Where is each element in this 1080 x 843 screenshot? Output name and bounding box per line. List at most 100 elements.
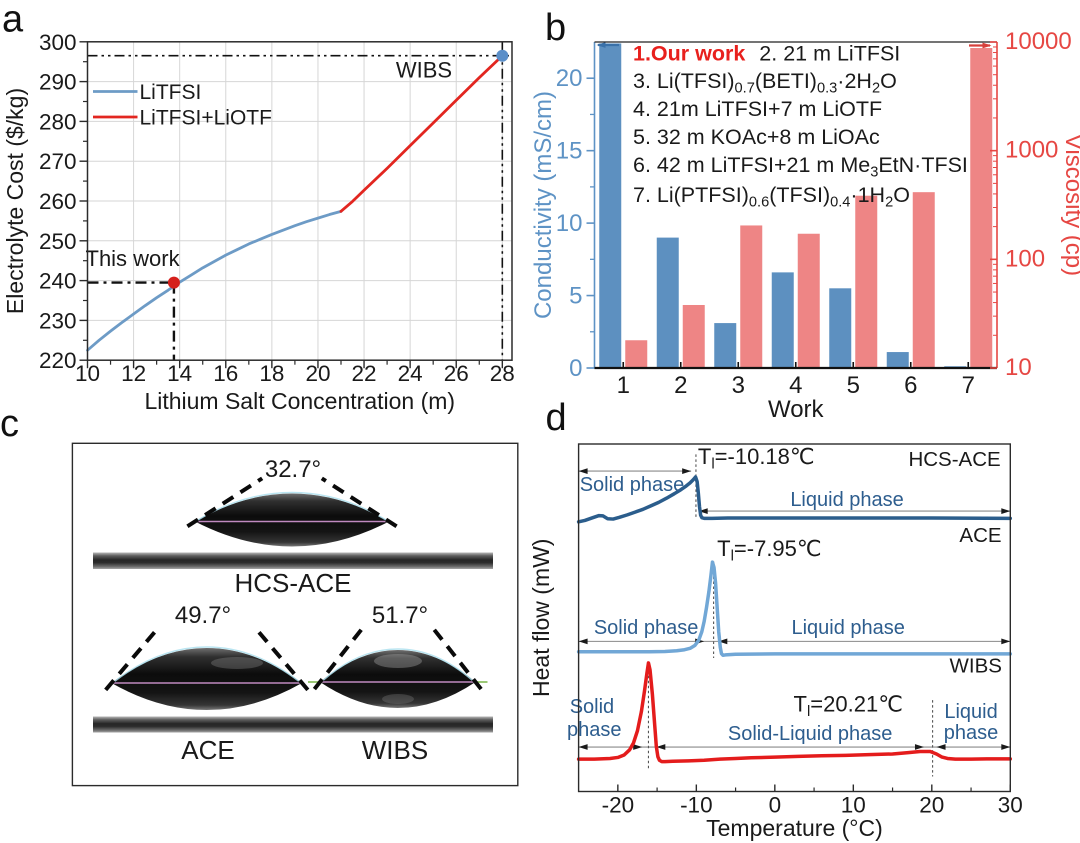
rich-label-segment: =-7.95℃ bbox=[734, 536, 822, 561]
d-series-ACE bbox=[576, 560, 1013, 658]
c-droplet-highlight bbox=[382, 694, 414, 704]
b-x-tick-label: 3 bbox=[732, 372, 745, 399]
a-legend-label-LiTFSI: LiTFSI bbox=[140, 81, 202, 104]
d-x-tick-label: 10 bbox=[841, 793, 866, 818]
rich-label-segment: T bbox=[698, 444, 711, 469]
a-x-tick-label: 24 bbox=[398, 361, 423, 386]
rich-label-segment: l bbox=[711, 456, 714, 473]
b-x-tick-label: 4 bbox=[789, 372, 802, 399]
rich-label-segment: EtN·TFSI bbox=[878, 153, 968, 177]
b-ylabel-left: Conductivity (mS/cm) bbox=[530, 91, 557, 319]
a-x-tick-label: 12 bbox=[121, 361, 146, 386]
b-x-tick-label: 6 bbox=[904, 372, 917, 399]
b-bar-conductivity-5 bbox=[829, 288, 852, 368]
a-x-tick-label: 18 bbox=[259, 361, 284, 386]
d-curve-label-WIBS: WIBS bbox=[950, 655, 1002, 678]
d-x-tick-label: -20 bbox=[602, 793, 635, 818]
d-x-tick-label: 20 bbox=[919, 793, 944, 818]
d-phase-arrow bbox=[914, 744, 924, 750]
d-series-HCS-ACE bbox=[576, 475, 1013, 524]
rich-label-segment: O bbox=[880, 69, 897, 93]
b-bar-conductivity-6 bbox=[886, 352, 909, 368]
b-bar-viscosity-7 bbox=[970, 48, 993, 368]
c-tangent-right-HCS-ACE bbox=[320, 476, 398, 529]
d-phase-text-3: Liquid phase bbox=[791, 617, 904, 639]
d-curve-label-HCS-ACE: HCS-ACE bbox=[908, 448, 1000, 471]
b-offscale-arrowhead-left bbox=[596, 42, 606, 48]
a-y-tick-label: 280 bbox=[39, 109, 77, 134]
d-phase-text-6: Solid-Liquid phase bbox=[728, 723, 893, 745]
a-y-tick-label: 230 bbox=[39, 308, 77, 333]
rich-label-segment: 2. 21 m LiTFSI bbox=[753, 42, 900, 66]
b-bar-conductivity-4 bbox=[771, 272, 794, 368]
c-rod-bottom bbox=[93, 716, 493, 733]
rich-label-segment: (BETI) bbox=[755, 69, 817, 93]
a-x-tick-label: 28 bbox=[490, 361, 515, 386]
rich-label-segment: 7. Li(PTFSI) bbox=[633, 183, 749, 207]
b-bar-conductivity-3 bbox=[714, 323, 737, 368]
c-droplet-ACE bbox=[111, 648, 302, 710]
b-bar-viscosity-6 bbox=[912, 192, 935, 368]
b-legend-line-5: 6. 42 m LiTFSI+21 m Me3EtN·TFSI bbox=[633, 153, 968, 181]
d-x-tick-label: 0 bbox=[769, 793, 782, 818]
b-yleft-tick-label: 10 bbox=[556, 210, 583, 237]
b-ylabel-right: Viscosity (cp) bbox=[1060, 134, 1080, 276]
b-bar-conductivity-1 bbox=[599, 43, 622, 369]
panel-d-plot: Tl=-10.18℃Tl=-7.95℃Tl=20.21℃HCS-ACEACEWI… bbox=[528, 443, 1023, 841]
a-x-tick-label: 22 bbox=[352, 361, 377, 386]
a-y-tick-label: 240 bbox=[39, 269, 77, 294]
d-phase-arrow bbox=[578, 744, 588, 750]
d-phase-text-4: Solid bbox=[570, 696, 614, 718]
rich-label-segment: 4. 21m LiTFSI+7 m LiOTF bbox=[633, 97, 882, 121]
a-y-tick-label: 300 bbox=[39, 30, 77, 55]
b-legend-line-4: 5. 32 m KOAc+8 m LiOAc bbox=[633, 125, 880, 149]
b-yleft-tick-label: 20 bbox=[556, 65, 583, 92]
c-droplet-rim-ACE bbox=[114, 646, 300, 683]
c-rod-top bbox=[93, 552, 493, 569]
b-yleft-tick-label: 5 bbox=[569, 283, 582, 310]
d-tl-label-HCS-ACE: Tl=-10.18℃ bbox=[698, 444, 815, 473]
c-tangent-left-HCS-ACE bbox=[186, 476, 264, 529]
b-yleft-tick-label: 15 bbox=[556, 138, 583, 165]
b-bar-viscosity-3 bbox=[740, 225, 763, 368]
b-yright-tick-label: 100 bbox=[1005, 245, 1045, 272]
d-phase-arrow bbox=[682, 468, 692, 474]
panel-d-letter: d bbox=[546, 397, 567, 439]
b-x-tick-label: 1 bbox=[617, 372, 630, 399]
b-legend-line-6: 7. Li(PTFSI)0.6(TFSI)0.4·1H2O bbox=[633, 183, 910, 211]
panel-a-plot: This work WIBS LiTFSI LiTFSI+LiOTF 10 12 14 16 1… bbox=[2, 30, 515, 414]
d-tl-label-ACE: Tl=-7.95℃ bbox=[717, 536, 821, 565]
rich-label-segment: T bbox=[794, 692, 807, 717]
d-phase-arrow bbox=[718, 638, 728, 645]
b-xlabel: Work bbox=[768, 396, 825, 423]
rich-label-segment: O bbox=[893, 183, 910, 207]
b-x-tick-label: 5 bbox=[847, 372, 860, 399]
b-yright-tick-label: 1000 bbox=[1005, 137, 1058, 164]
c-droplet-rim-WIBS bbox=[322, 648, 473, 682]
a-ylabel: Electrolyte Cost ($/kg) bbox=[2, 88, 28, 314]
d-phase-text-2: Solid phase bbox=[594, 617, 699, 639]
c-droplet-rim-HCS-ACE bbox=[197, 491, 387, 521]
panel-a: a This work WIBS LiTFSI LiTFSI+LiOTF 10 12 14 1… bbox=[2, 0, 515, 414]
c-droplet-WIBS bbox=[320, 650, 476, 708]
d-x-tick-label: 30 bbox=[998, 793, 1023, 818]
d-phase-arrow bbox=[578, 468, 588, 474]
a-series-LiTFSI+LiOTF bbox=[339, 54, 504, 213]
rich-label-segment: ·2H bbox=[837, 69, 872, 93]
rich-label-segment: ·1H bbox=[850, 183, 885, 207]
c-angle-label-ACE: 49.7° bbox=[175, 602, 231, 629]
d-phase-text-1: Liquid phase bbox=[790, 489, 903, 511]
d-phase-arrow bbox=[656, 744, 666, 750]
b-bar-viscosity-1 bbox=[625, 340, 648, 368]
b-legend-line-1: 1.Our work 2. 21 m LiTFSI bbox=[633, 42, 900, 66]
a-x-tick-label: 14 bbox=[167, 361, 192, 386]
c-tangent-right-WIBS bbox=[431, 626, 483, 691]
a-wibs-label: WIBS bbox=[396, 58, 452, 83]
c-name-label-ACE: ACE bbox=[181, 735, 234, 765]
rich-label-segment: (TFSI) bbox=[769, 183, 830, 207]
d-phase-arrow bbox=[578, 638, 588, 645]
d-curve-label-ACE: ACE bbox=[959, 524, 1001, 547]
